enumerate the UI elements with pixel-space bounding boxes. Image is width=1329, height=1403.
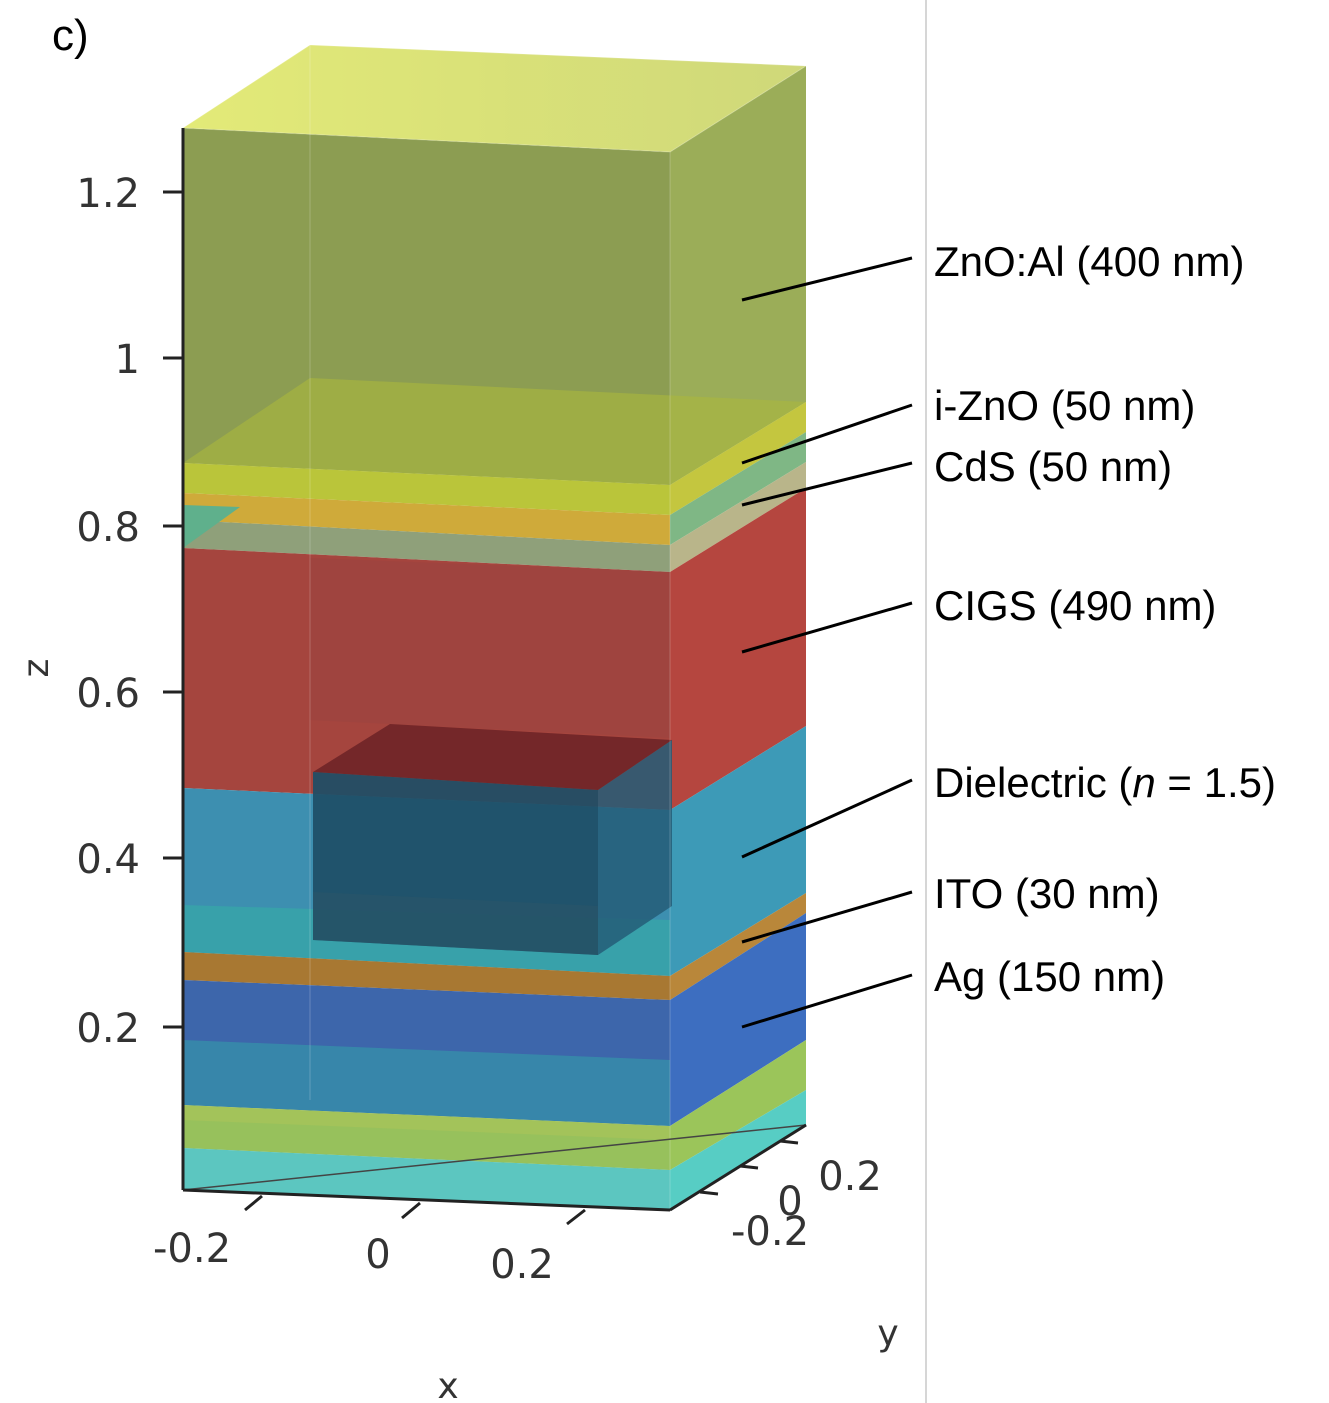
stack-side-face xyxy=(670,66,806,1210)
panel-label: c) xyxy=(52,11,89,60)
x-tick-label: 0 xyxy=(365,1232,390,1278)
z-axis-label: z xyxy=(16,659,57,678)
z-tick-label: 0.6 xyxy=(76,671,140,717)
y-axis-label: y xyxy=(877,1313,898,1354)
layer-label-cds: CdS (50 nm) xyxy=(934,443,1172,490)
z-tick-label: 0.8 xyxy=(76,505,140,551)
z-axis: 0.2 0.4 0.6 0.8 1 1.2 z xyxy=(16,128,185,1190)
layer-label-ag: Ag (150 nm) xyxy=(934,953,1165,1000)
y-axis: -0.2 0 0.2 y xyxy=(669,1123,899,1354)
stack-top-face xyxy=(183,45,806,152)
z-tick-label: 1.2 xyxy=(76,171,140,217)
layer-label-izno: i-ZnO (50 nm) xyxy=(934,382,1195,429)
x-axis-label: x xyxy=(437,1366,458,1403)
layer-label-cigs: CIGS (490 nm) xyxy=(934,582,1216,629)
x-tick-label: 0.2 xyxy=(490,1242,554,1288)
z-tick-label: 1 xyxy=(115,337,140,383)
z-tick-label: 0.4 xyxy=(76,837,140,883)
layer-label-znoal: ZnO:Al (400 nm) xyxy=(934,238,1244,285)
x-axis: -0.2 0 0.2 x xyxy=(153,1188,671,1403)
y-tick-label: 0 xyxy=(777,1179,802,1225)
layer-label-ito: ITO (30 nm) xyxy=(934,870,1160,917)
layer-annotations: ZnO:Al (400 nm) i-ZnO (50 nm) CdS (50 nm… xyxy=(741,238,1276,1029)
y-tick-label: -0.2 xyxy=(731,1209,809,1255)
dielectric-inclusion xyxy=(313,724,672,955)
z-tick-label: 0.2 xyxy=(76,1006,140,1052)
x-tick-label: -0.2 xyxy=(153,1226,231,1272)
y-tick-label: 0.2 xyxy=(818,1154,882,1200)
layer-label-dielectric: Dielectric (n = 1.5) xyxy=(934,759,1276,806)
